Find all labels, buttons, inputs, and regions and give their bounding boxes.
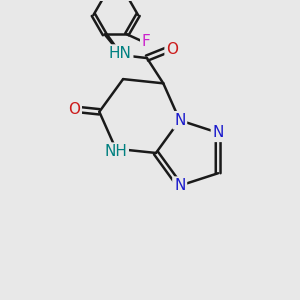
Text: O: O bbox=[68, 102, 80, 117]
Text: N: N bbox=[174, 178, 185, 193]
Text: NH: NH bbox=[104, 144, 127, 159]
Text: O: O bbox=[166, 42, 178, 57]
Text: N: N bbox=[212, 125, 224, 140]
Text: F: F bbox=[142, 34, 151, 49]
Text: N: N bbox=[174, 113, 185, 128]
Text: HN: HN bbox=[109, 46, 132, 61]
